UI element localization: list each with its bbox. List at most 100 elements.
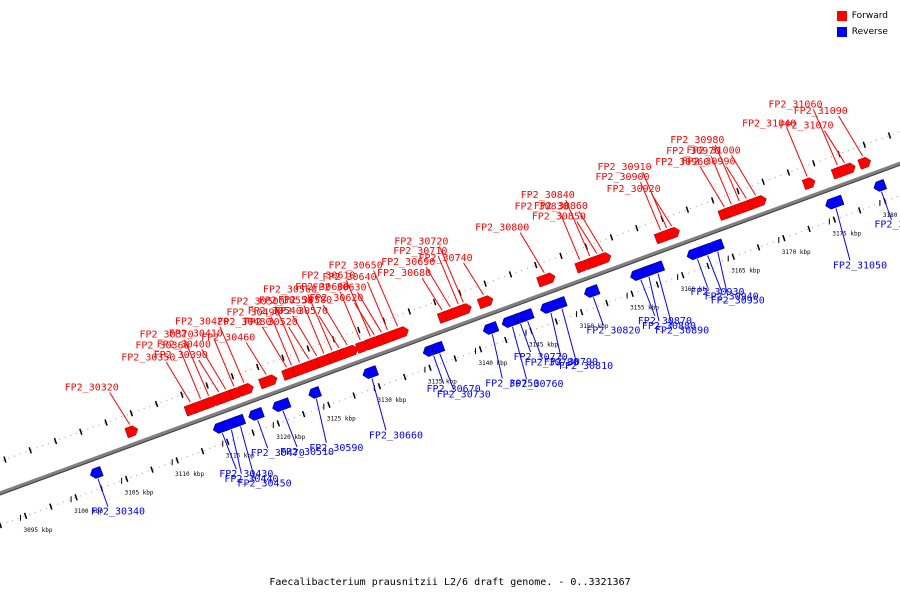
feature-mark — [554, 318, 559, 325]
gene-reverse-leader — [592, 297, 604, 326]
gene-reverse-label: FP2_30660 — [369, 430, 423, 441]
forward-swatch — [836, 11, 847, 21]
gene-reverse-leader — [240, 426, 256, 479]
gene-reverse-fp2_30730 — [431, 340, 446, 354]
gene-forward-label: FP2_30320 — [65, 383, 119, 394]
gene-forward-leader — [565, 199, 591, 257]
kbp-tick-label: 3120 kbp — [276, 434, 305, 441]
feature-mark — [428, 364, 432, 372]
gene-reverse-leader — [230, 429, 242, 474]
gene-forward-leader — [576, 221, 598, 254]
kbp-tick-label: 3150 kbp — [580, 323, 609, 330]
gene-reverse-label: FP2_30940 — [705, 291, 759, 302]
feature-mark — [3, 456, 7, 463]
gene-forward-fp2_30720 — [458, 303, 472, 316]
gene-forward-leader — [786, 128, 808, 177]
gene-forward-leader — [640, 181, 661, 231]
feature-mark — [731, 253, 735, 260]
gene-forward-leader — [559, 211, 581, 260]
gene-forward-leader — [437, 255, 459, 305]
gene-forward-fp2_30740 — [476, 295, 494, 310]
gene-forward-label: FP2_30410 — [169, 328, 223, 339]
kbp-tick-label: 3125 kbp — [327, 416, 356, 423]
gene-forward-label: FP2_30550 — [259, 295, 313, 306]
gene-reverse-leader — [527, 321, 543, 358]
gene-forward-leader — [201, 349, 227, 390]
feature-mark — [205, 382, 209, 389]
gene-forward-label: FP2_30830 — [515, 202, 569, 213]
gene-reverse-leader — [835, 208, 851, 261]
gene-reverse-leader — [881, 191, 892, 220]
gene-forward-label: FP2_30910 — [597, 162, 651, 173]
feature-mark — [104, 419, 108, 426]
kbp-tick-label: 3115 kbp — [226, 453, 255, 460]
gene-forward-label: FP2_30740 — [418, 253, 472, 264]
feature-mark — [407, 308, 412, 315]
gene-forward-label: FP2_30800 — [475, 223, 529, 234]
gene-forward-leader — [731, 155, 756, 196]
feature-mark — [255, 363, 260, 371]
feature-mark — [327, 401, 331, 409]
kbp-tick-label: 3155 kbp — [630, 305, 659, 312]
gene-forward-label: FP2_30840 — [521, 190, 575, 201]
feature-mark — [857, 207, 862, 214]
backbone-edge — [0, 164, 900, 496]
gene-reverse-fp2_30660 — [362, 365, 380, 379]
kbp-tick-label: 3160 kbp — [681, 286, 710, 293]
backbone — [0, 161, 900, 496]
kbp-tick-label: 3180 kbp — [883, 212, 900, 219]
feature-mark — [301, 410, 306, 418]
legend-reverse: Reverse — [836, 24, 888, 40]
feature-mark — [685, 206, 690, 213]
feature-mark — [508, 271, 513, 278]
gene-forward-label: FP2_30570 — [274, 306, 328, 317]
gene-forward-label: FP2_30920 — [607, 184, 661, 195]
feature-mark — [630, 290, 634, 297]
gene-forward-label: FP2_30490 — [226, 307, 280, 318]
gene-forward-label: FP2_30680 — [377, 268, 431, 279]
feature-mark — [175, 457, 179, 464]
gene-forward-leader — [245, 342, 267, 375]
gene-reverse-label: FP2_30930 — [690, 287, 744, 298]
gene-reverse-leader — [707, 255, 723, 292]
reverse-swatch — [836, 27, 847, 37]
gene-forward-leader — [322, 304, 348, 346]
gene-forward-fp2_31040 — [801, 177, 816, 191]
gene-reverse-label: FP2_30810 — [559, 361, 613, 372]
gene-reverse-leader — [282, 410, 298, 448]
feature-mark — [276, 420, 281, 427]
gene-forward-leader — [353, 302, 375, 336]
gene-forward-label: FP2_30900 — [595, 172, 649, 183]
feature-mark — [432, 298, 437, 306]
feature-mark — [761, 178, 765, 186]
feature-mark — [28, 447, 32, 454]
legend: Forward Reverse — [836, 8, 888, 40]
gene-reverse-fp2_31080 — [873, 178, 888, 192]
gene-forward-label: FP2_31070 — [779, 121, 833, 132]
gene-reverse-fp2_30890 — [648, 260, 666, 275]
feature-mark — [124, 475, 129, 483]
gene-forward-fp2_30650 — [389, 326, 409, 342]
gene-forward-label: FP2_30460 — [201, 333, 255, 344]
feature-mark — [251, 429, 255, 436]
feature-mark — [706, 262, 710, 270]
gene-reverse-label: FP2_30760 — [509, 379, 563, 390]
gene-forward-label: FP2_30360 — [135, 341, 189, 352]
gene-forward-label: FP2_30350 — [121, 352, 175, 363]
gene-reverse-leader — [315, 398, 327, 443]
gene-forward-label: FP2_30630 — [312, 282, 366, 293]
gene-forward-leader — [307, 294, 333, 351]
gene-reverse-label: FP2_30880 — [642, 321, 696, 332]
gene-forward-label: FP2_30970 — [666, 146, 720, 157]
gene-reverse-leader — [640, 279, 656, 317]
gene-reverse-leader — [371, 378, 387, 431]
gene-forward-leader — [425, 266, 451, 308]
gene-forward-leader — [180, 350, 201, 399]
gene-reverse-label: FP2_30590 — [309, 443, 363, 454]
gene-forward-leader — [288, 326, 310, 360]
legend-reverse-label: Reverse — [851, 27, 888, 37]
feature-mark — [579, 308, 584, 316]
kbp-tick-label: 3095 kbp — [24, 527, 53, 534]
feature-mark — [807, 225, 811, 233]
